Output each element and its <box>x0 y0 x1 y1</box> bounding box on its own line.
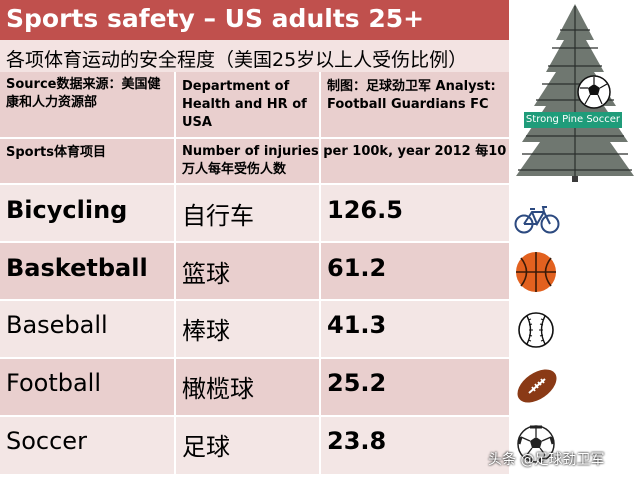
row-divider <box>0 241 509 243</box>
source-value: Department of Health and HR of USA <box>182 79 307 130</box>
column-header-metric: Number of injuries per 100k, year 2012 每… <box>182 144 507 177</box>
source-label: Source数据来源：美国健康和人力资源部 <box>6 77 161 110</box>
row-divider <box>0 415 509 417</box>
title-bar <box>0 0 509 40</box>
american-football-icon <box>517 369 557 403</box>
sport-name-en: Bicycling <box>6 196 128 224</box>
soccer-ball-icon <box>517 425 555 463</box>
sport-name-zh: 橄榄球 <box>182 375 254 403</box>
injury-value: 126.5 <box>327 196 403 224</box>
table-row <box>0 358 509 416</box>
row-divider <box>0 299 509 301</box>
sport-name-zh: 自行车 <box>182 202 254 230</box>
sport-name-en: Soccer <box>6 427 87 455</box>
basketball-icon <box>516 252 556 292</box>
row-divider <box>0 137 509 139</box>
page-title: Sports safety – US adults 25+ <box>6 4 425 33</box>
table-row <box>0 184 509 242</box>
chart-credit: 制图：足球劲卫军 Analyst: Football Guardians FC <box>327 79 496 112</box>
injury-value: 61.2 <box>327 254 387 282</box>
sport-name-zh: 足球 <box>182 433 230 461</box>
sport-name-en: Baseball <box>6 311 108 339</box>
baseball-icon <box>518 312 554 348</box>
sport-name-zh: 棒球 <box>182 317 230 345</box>
column-divider <box>319 72 321 474</box>
pine-tree-logo <box>516 4 634 182</box>
sport-name-zh: 篮球 <box>182 260 230 288</box>
row-divider <box>0 183 509 185</box>
page-subtitle: 各项体育运动的安全程度（美国25岁以上人受伤比例） <box>6 49 468 71</box>
table-row <box>0 300 509 358</box>
sport-name-en: Football <box>6 369 102 397</box>
injury-value: 41.3 <box>327 311 387 339</box>
brand-label: Strong Pine Soccer <box>524 112 622 128</box>
header-row-columns <box>0 138 509 184</box>
sport-name-en: Basketball <box>6 254 148 282</box>
watermark: 头条 @足球劲卫军 <box>488 452 605 468</box>
table-row <box>0 242 509 300</box>
injury-value: 23.8 <box>327 427 387 455</box>
table-row <box>0 416 509 474</box>
row-divider <box>0 357 509 359</box>
subtitle-bar <box>0 40 509 72</box>
header-row-source <box>0 72 509 138</box>
column-header-sport: Sports体育项目 <box>6 145 106 160</box>
bicycle-icon <box>514 206 560 234</box>
column-divider <box>174 72 176 474</box>
injury-value: 25.2 <box>327 369 387 397</box>
